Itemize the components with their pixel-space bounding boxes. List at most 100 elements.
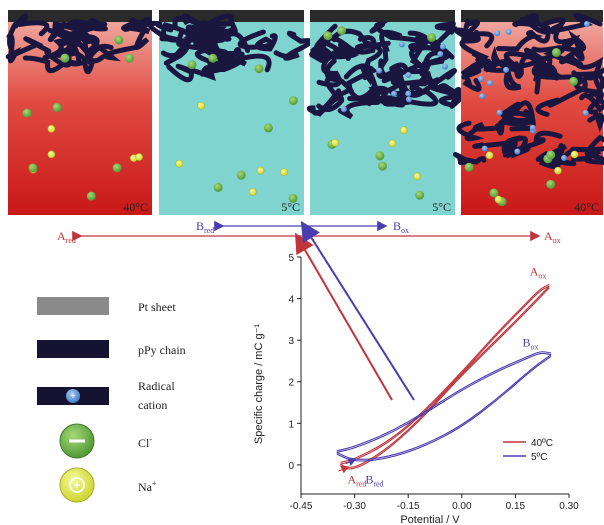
radical-cation bbox=[561, 154, 568, 161]
ppy-chain bbox=[390, 68, 457, 98]
legend-series-label: 40ºC bbox=[531, 438, 553, 449]
x-tick-label: -0.45 bbox=[290, 501, 313, 512]
ppy-chain bbox=[574, 76, 604, 113]
ppy-chain bbox=[456, 120, 505, 142]
sodium-ion bbox=[47, 150, 56, 159]
b-range-arrow: Bred Box bbox=[196, 219, 409, 235]
chloride-ion bbox=[546, 150, 556, 160]
sodium-ion bbox=[256, 166, 265, 175]
chloride-ion bbox=[263, 123, 273, 133]
sodium-ion bbox=[494, 195, 503, 204]
panel-40c-oxidized: 40°C bbox=[453, 10, 604, 215]
chart-legend: 40ºC 5ºC bbox=[503, 438, 553, 463]
sodium-ion-icon bbox=[59, 467, 95, 503]
radical-cation bbox=[405, 96, 412, 103]
radical-cation bbox=[478, 75, 485, 82]
ppy-chain bbox=[376, 29, 404, 85]
chloride-ion bbox=[187, 60, 197, 70]
ppy-chain bbox=[453, 152, 487, 165]
ppy-chain bbox=[147, 20, 189, 47]
ppy-chain bbox=[347, 81, 434, 102]
chloride-ion bbox=[114, 35, 124, 45]
ppy-chain bbox=[194, 44, 245, 69]
chloride-ion bbox=[213, 182, 223, 192]
sodium-ion bbox=[554, 166, 562, 175]
peak-label: Aox bbox=[530, 265, 547, 281]
chloride-ion bbox=[22, 108, 32, 118]
radical-cation bbox=[437, 50, 444, 57]
chloride-ion bbox=[489, 188, 499, 198]
radical-cation bbox=[486, 80, 493, 87]
y-tick-label: 3 bbox=[288, 336, 294, 347]
connector-arrows bbox=[294, 220, 415, 401]
panel-5c-oxidized: 5°C bbox=[306, 10, 467, 215]
radical-cation bbox=[376, 67, 383, 74]
radical-cation bbox=[405, 71, 412, 78]
x-tick-label: 0.30 bbox=[559, 501, 579, 512]
chloride-ion bbox=[86, 191, 96, 201]
legend-label: Cl- bbox=[138, 435, 152, 450]
sweep-direction-arrow bbox=[338, 466, 350, 474]
legend-label: cation bbox=[138, 398, 167, 412]
legend-label: Radical bbox=[138, 379, 175, 393]
chloride-ion bbox=[546, 179, 556, 189]
radical-cation bbox=[529, 124, 536, 131]
cv-chart: -0.45 -0.30 -0.15 0.00 0.15 0.30 0 1 2 3 4 5 Aox Are… bbox=[253, 253, 579, 525]
radical-cation bbox=[442, 63, 449, 70]
peak-label: Ared bbox=[347, 473, 366, 489]
ppy-chain bbox=[356, 35, 383, 80]
radical-cation bbox=[496, 109, 503, 116]
radical-cation bbox=[391, 90, 398, 97]
y-tick-label: 4 bbox=[288, 295, 294, 306]
ppy-chain bbox=[460, 19, 495, 49]
radical-cation bbox=[439, 43, 446, 50]
radical-cation bbox=[405, 90, 412, 97]
chloride-ion bbox=[288, 96, 298, 106]
y-tick-label: 1 bbox=[288, 419, 294, 430]
legend-label: pPy chain bbox=[138, 343, 186, 357]
legend-item-sodium: + Na+ bbox=[59, 467, 157, 503]
pt-sheet-swatch bbox=[37, 297, 109, 315]
radical-cation bbox=[505, 28, 512, 35]
peak-label: Box bbox=[523, 335, 539, 351]
sodium-ion bbox=[413, 172, 421, 181]
peak-label: Bred bbox=[365, 473, 383, 489]
svg-text:+: + bbox=[74, 480, 80, 492]
cv-curve-inner bbox=[336, 355, 552, 462]
ppy-chain bbox=[47, 21, 108, 43]
radical-cation bbox=[583, 21, 590, 28]
sodium-ion bbox=[248, 188, 257, 196]
y-tick-label: 0 bbox=[288, 461, 294, 472]
legend-item-chloride: Cl- bbox=[59, 423, 152, 459]
ppy-chain bbox=[315, 40, 360, 57]
panel-temp-label: 5°C bbox=[281, 200, 300, 214]
sodium-ion bbox=[570, 150, 579, 159]
sodium-ion bbox=[399, 126, 408, 135]
chloride-ion bbox=[568, 76, 578, 86]
ppy-chain bbox=[498, 101, 536, 132]
legend-item-ppy-chain: pPy chain bbox=[37, 340, 186, 358]
ppy-chain bbox=[306, 88, 345, 117]
radical-cation bbox=[398, 41, 405, 48]
b-red-label: Bred bbox=[196, 219, 214, 235]
sodium-ion bbox=[331, 138, 339, 147]
ppy-chain bbox=[531, 56, 558, 95]
ppy-chain bbox=[80, 27, 150, 62]
ppy-chain bbox=[496, 25, 551, 52]
y-tick-label: 5 bbox=[288, 253, 294, 264]
sodium-ion bbox=[175, 159, 184, 168]
ppy-chain bbox=[460, 62, 482, 92]
a-ox-label: Aox bbox=[544, 229, 561, 245]
y-axis-label: Specific charge / mC g⁻¹ bbox=[253, 324, 265, 444]
legend-label: Na+ bbox=[138, 479, 157, 494]
ppy-chain-swatch bbox=[37, 340, 109, 358]
sweep-direction-arrow bbox=[345, 458, 357, 466]
chloride-ion bbox=[125, 53, 135, 63]
ppy-chain bbox=[273, 30, 313, 61]
radical-cation bbox=[514, 148, 521, 155]
chloride-ion bbox=[377, 161, 387, 171]
legend-label: Pt sheet bbox=[138, 300, 176, 314]
panel-40c-reduced: 40°C bbox=[5, 10, 152, 215]
radical-cation bbox=[503, 66, 510, 73]
